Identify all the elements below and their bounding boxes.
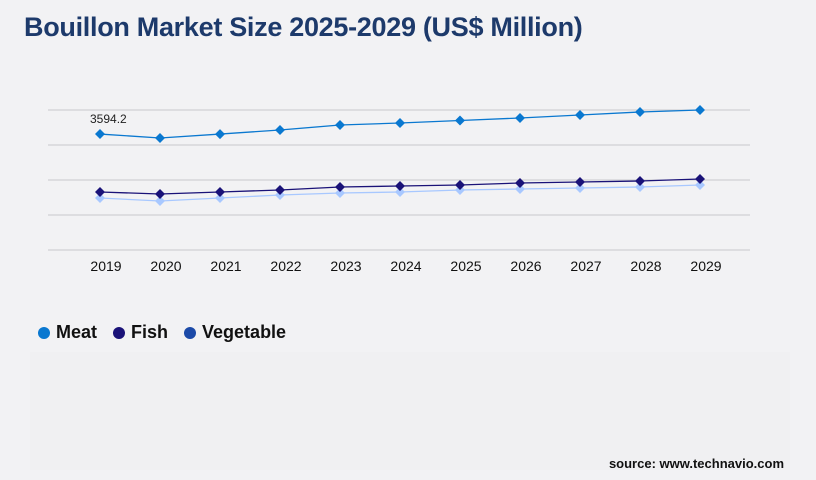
x-tick-label: 2023 [330,258,361,274]
legend-label: Fish [131,322,169,342]
data-point [95,129,105,140]
series-vegetable [95,180,705,206]
data-point [215,129,225,140]
legend-marker-icon [113,326,126,339]
data-point [455,115,465,126]
data-point [95,187,105,197]
x-tick-label: 2022 [270,258,301,274]
data-point [275,185,285,195]
legend-label: Vegetable [202,322,287,342]
x-tick-label: 2024 [390,258,421,274]
data-point [695,105,705,115]
legend-item-fish[interactable]: Fish [113,322,168,343]
legend-item-vegetable[interactable]: Vegetable [184,322,286,343]
legend-label: Meat [56,322,98,342]
data-point [335,188,345,198]
x-tick-label: 2028 [630,258,661,274]
legend: Meat Fish Vegetable [38,322,286,343]
data-point [515,113,525,123]
source-text: source: www.technavio.com [608,456,784,471]
data-point [515,184,525,194]
data-point [515,178,525,188]
x-tick-label: 2029 [690,258,721,274]
series-fish [95,174,705,199]
x-tick-label: 2025 [450,258,481,274]
data-point [635,176,645,186]
data-point [635,107,645,117]
data-point [635,182,645,192]
data-point [395,181,405,191]
data-point [395,118,405,128]
line-chart: 2019 2020 2021 2022 2023 2024 2025 2026 2027 2028… [48,105,750,274]
data-point [215,193,225,203]
data-point [155,189,165,199]
background-panel [30,352,790,470]
chart-title: Bouillon Market Size 2025-2029 (US$ Mill… [24,12,583,42]
x-tick-label: 2019 [90,258,121,274]
series-meat [95,105,705,143]
data-point [335,120,345,130]
legend-marker-icon [38,326,50,339]
x-tick-label: 2020 [150,258,181,274]
data-point [455,180,465,190]
data-point [695,174,705,184]
legend-marker-icon [184,326,197,339]
x-tick-label: 2021 [210,258,241,274]
x-tick-label: 2026 [510,258,541,274]
data-point [95,193,105,203]
x-tick-label: 2027 [570,258,601,274]
data-point [335,182,345,192]
legend-item-meat[interactable]: Meat [38,322,97,343]
data-label: 3594.2 [90,112,127,126]
data-point [575,177,585,187]
data-point [155,133,165,143]
data-point [215,187,225,197]
data-point [155,196,165,206]
data-point [395,187,405,197]
data-point [575,183,585,193]
data-point [695,180,705,190]
data-point [275,125,285,135]
data-point [575,110,585,120]
